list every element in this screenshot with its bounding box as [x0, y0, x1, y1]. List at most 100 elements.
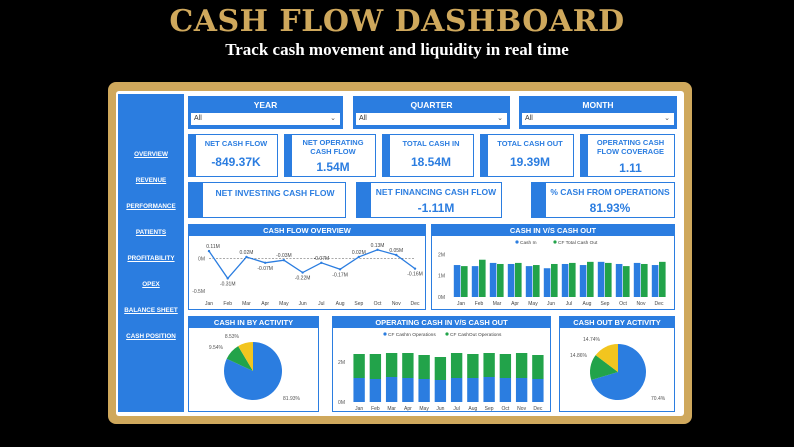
- legend-label: CF CashOut Operations: [450, 332, 502, 338]
- data-label: -0.16M: [407, 272, 423, 278]
- legend-label: Cash In: [520, 240, 537, 246]
- kpi-accent-bar: [581, 135, 588, 176]
- x-tick-label: Jul: [318, 301, 324, 307]
- kpi-accent-bar: [285, 135, 292, 176]
- sidebar-item-balance-sheet[interactable]: BALANCE SHEET: [124, 307, 178, 314]
- data-point: [320, 261, 323, 264]
- cash-in-by-activity-chart: 81.93% 9.54%8.53%: [209, 334, 301, 402]
- x-tick-label: Jun: [436, 406, 444, 412]
- sidebar-item-opex[interactable]: OPEX: [142, 281, 160, 288]
- x-tick-label: Oct: [374, 301, 382, 307]
- stacked-bar-segment: [418, 379, 430, 402]
- operating-cash-chart: CF CashIn Operations CF CashOut Operation…: [338, 332, 544, 412]
- bar: [633, 262, 641, 297]
- month-select[interactable]: All ⌄: [522, 113, 674, 125]
- year-select-value: All: [194, 115, 202, 122]
- kpi-value: 19.39M: [509, 155, 551, 169]
- year-filter-label: YEAR: [253, 100, 278, 110]
- kpi-net-cash-flow: NET CASH FLOW -849.37K: [188, 134, 278, 177]
- stacked-bar-segment: [532, 355, 544, 379]
- stacked-bar-segment: [467, 354, 479, 378]
- kpi-value: -849.37K: [211, 155, 261, 169]
- x-tick-label: Jun: [547, 301, 555, 307]
- legend-swatch: [383, 332, 387, 336]
- quarter-select[interactable]: All ⌄: [356, 113, 507, 125]
- stacked-bar-segment: [515, 378, 528, 402]
- kpi-value: 18.54M: [410, 155, 452, 169]
- slice-label: 70.4%: [651, 396, 666, 402]
- bar: [479, 259, 486, 297]
- bar: [507, 263, 515, 297]
- x-tick-label: Nov: [637, 301, 646, 307]
- legend-label: CF CashIn Operations: [388, 332, 436, 338]
- y-tick-label: -0.5M: [192, 289, 205, 295]
- sidebar-item-performance[interactable]: PERFORMANCE: [126, 203, 176, 210]
- kpi-net-investing-cash-flow: NET INVESTING CASH FLOW: [188, 182, 346, 218]
- stacked-bar-segment: [467, 378, 479, 402]
- x-tick-label: May: [279, 301, 289, 307]
- kpi-label: NET OPERATING CASH FLOW: [302, 138, 364, 156]
- stacked-bar-segment: [499, 354, 512, 378]
- slice-label: 8.53%: [225, 334, 240, 340]
- pie-slice: [238, 342, 253, 371]
- bar: [543, 268, 551, 297]
- bar: [587, 261, 594, 297]
- legend-swatch: [553, 240, 557, 244]
- bar: [641, 263, 648, 297]
- kpi-label: NET CASH FLOW: [204, 139, 268, 148]
- bar: [533, 265, 540, 297]
- cash-flow-overview-chart: 0M -0.5M 0.11M Jan -0.31M Feb 0.02M Mar -0.07M Ap…: [192, 243, 423, 307]
- bar: [471, 266, 479, 297]
- quarter-select-value: All: [359, 115, 367, 122]
- kpi-value: 81.93%: [589, 201, 631, 215]
- bar: [525, 266, 533, 297]
- x-tick-label: Feb: [371, 406, 380, 412]
- data-point: [226, 277, 229, 280]
- stacked-bar-segment: [385, 353, 398, 377]
- sidebar-item-profitability[interactable]: PROFITABILITY: [127, 255, 175, 262]
- quarter-filter: QUARTER All ⌄: [353, 96, 510, 129]
- chevron-down-icon: ⌄: [497, 115, 503, 122]
- sidebar-item-patients[interactable]: PATIENTS: [135, 229, 167, 236]
- x-tick-label: Feb: [223, 301, 232, 307]
- kpi-label: NET FINANCING CASH FLOW: [375, 187, 497, 197]
- kpi-label: % CASH FROM OPERATIONS: [550, 187, 670, 197]
- y-tick-label: 2M: [338, 360, 345, 366]
- slice-label: 81.93%: [283, 396, 301, 402]
- panel-title: CASH OUT BY ACTIVITY: [560, 317, 674, 328]
- x-tick-label: Mar: [387, 406, 396, 412]
- data-point: [357, 255, 361, 259]
- kpi-value: -1.11M: [417, 201, 455, 215]
- bar: [515, 262, 522, 297]
- sidebar-item-revenue[interactable]: REVENUE: [135, 177, 167, 184]
- kpi-accent-bar: [532, 183, 546, 217]
- stacked-bar-segment: [450, 353, 463, 378]
- panel-title: CASH IN BY ACTIVITY: [189, 317, 318, 328]
- stacked-bar-segment: [385, 377, 398, 402]
- kpi-net-operating-cash-flow: NET OPERATING CASH FLOW 1.54M: [284, 134, 376, 177]
- x-tick-label: Jul: [566, 301, 572, 307]
- data-point: [376, 248, 379, 251]
- operating-cash-panel: OPERATING CASH IN V/S CASH OUT CF CashIn…: [332, 316, 551, 412]
- legend-swatch: [445, 332, 449, 336]
- quarter-filter-label: QUARTER: [410, 100, 453, 110]
- stacked-bar-segment: [499, 378, 512, 402]
- kpi-accent-bar: [481, 135, 488, 176]
- x-tick-label: Sep: [354, 301, 363, 307]
- stacked-bar-segment: [434, 357, 447, 380]
- sidebar-item-cash-position[interactable]: CASH POSITION: [126, 333, 176, 340]
- y-tick-label: 0M: [438, 295, 445, 301]
- stacked-bar-segment: [532, 379, 544, 402]
- kpi-value: 1.11: [619, 161, 642, 175]
- sidebar-item-overview[interactable]: OVERVIEW: [134, 151, 168, 158]
- data-label: 0.11M: [206, 244, 220, 250]
- kpi-pct-cash-operations: % CASH FROM OPERATIONS 81.93%: [531, 182, 675, 218]
- year-select[interactable]: All ⌄: [191, 113, 340, 125]
- pie-slice: [595, 344, 618, 372]
- x-tick-label: Mar: [242, 301, 251, 307]
- x-tick-label: Feb: [475, 301, 484, 307]
- pie-slice: [591, 344, 646, 400]
- panel-title: CASH IN V/S CASH OUT: [432, 225, 674, 236]
- x-tick-label: Jul: [453, 406, 459, 412]
- bar: [551, 263, 558, 297]
